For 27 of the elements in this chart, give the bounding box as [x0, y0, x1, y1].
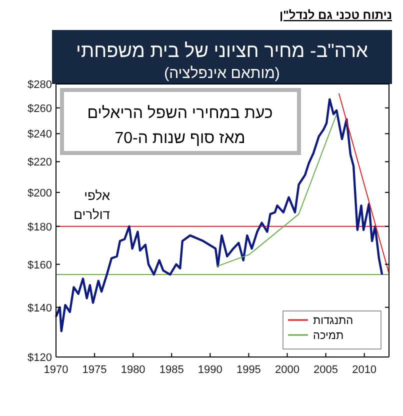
- x-tick-label: 1995: [236, 364, 261, 376]
- line-series: [54, 98, 384, 332]
- y-tick-label: $140: [28, 302, 52, 314]
- x-tick-label: 1980: [120, 364, 146, 376]
- x-tick-label: 1975: [82, 364, 107, 376]
- y-axis-title: אלפי דולרים: [74, 188, 110, 222]
- y-tick-label: $160: [28, 259, 52, 272]
- text: ניתוח טכני גם לנדל"ן: [280, 8, 392, 22]
- legend-label: תמיכה: [313, 330, 344, 342]
- chart-title: ארה"ב- מחיר חציוני של בית משפחתי: [76, 41, 368, 62]
- y-tick-label: $200: [28, 187, 52, 200]
- y-tick-label: $260: [28, 102, 52, 115]
- x-tick-label: 1985: [159, 364, 184, 376]
- x-tick-label: 2005: [314, 364, 338, 376]
- annotation: מאז סוף שנות ה-70: [114, 130, 246, 147]
- legend-label: התנגדות: [313, 315, 354, 327]
- chart-subtitle: (מותאם אינפלציה): [164, 65, 280, 82]
- x-tick-label: 2010: [352, 364, 377, 376]
- y-tick-label: $280: [28, 79, 52, 91]
- y-tick-label: $180: [28, 221, 52, 234]
- y-tick-label: $240: [28, 128, 52, 141]
- x-tick-label: 2000: [275, 364, 300, 376]
- x-tick-label: 1970: [44, 364, 68, 376]
- y-tick-label: $120: [28, 352, 52, 364]
- x-tick-label: 1990: [198, 364, 222, 376]
- y-tick-label: $220: [28, 156, 52, 169]
- annotation: כעת במחירי השפל הריאלים: [87, 104, 273, 122]
